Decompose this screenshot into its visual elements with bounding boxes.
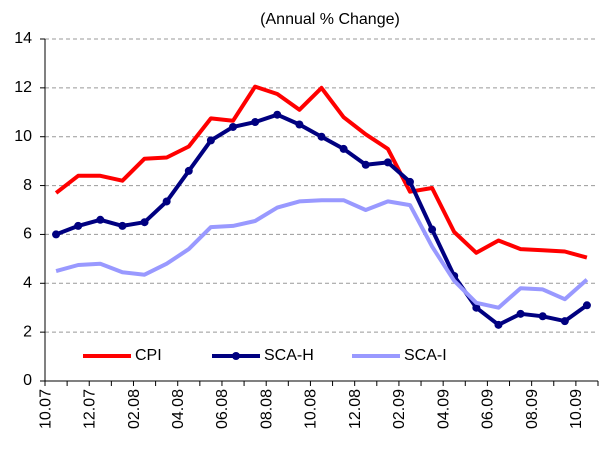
x-tick-label: 02.08: [126, 389, 143, 429]
series-line: [55, 112, 589, 327]
x-tick-label: 08.08: [258, 389, 275, 429]
series-marker: [339, 144, 348, 153]
series-marker: [582, 301, 591, 310]
series-marker: [140, 218, 149, 227]
x-tick-label: 12.08: [347, 389, 364, 429]
y-tick-label: 4: [23, 275, 32, 292]
series-marker: [229, 122, 238, 131]
y-tick-label: 8: [23, 177, 32, 194]
series-line: [54, 84, 588, 260]
series-marker: [538, 312, 547, 321]
series-marker: [361, 160, 370, 169]
series-marker: [472, 303, 481, 312]
y-tick-label: 0: [23, 372, 32, 389]
series-marker: [118, 221, 127, 230]
series-marker: [162, 197, 171, 206]
y-tick-label: 12: [14, 79, 32, 96]
series-marker: [96, 215, 105, 224]
y-tick-label: 14: [14, 30, 32, 47]
series-marker: [317, 132, 326, 141]
legend-marker: [232, 352, 240, 360]
series-marker: [206, 136, 215, 145]
series-marker: [52, 230, 61, 239]
legend-label: SCA-I: [404, 347, 447, 364]
x-tick-label: 04.08: [170, 389, 187, 429]
series-marker: [74, 221, 83, 230]
x-tick-label: 12.07: [82, 389, 99, 429]
series-marker: [494, 320, 503, 329]
series-marker: [295, 120, 304, 129]
x-tick-label: 04.09: [435, 389, 452, 429]
x-tick-label: 02.09: [391, 389, 408, 429]
y-tick-label: 2: [23, 323, 32, 340]
series-marker: [405, 177, 414, 186]
x-tick-label: 10.07: [37, 389, 54, 429]
series-line: [55, 198, 589, 310]
chart-title: (Annual % Change): [260, 11, 400, 28]
series-marker: [273, 110, 282, 119]
legend-label: SCA-H: [264, 347, 314, 364]
series-marker: [516, 309, 525, 318]
series-marker: [184, 166, 193, 175]
x-tick-label: 08.09: [524, 389, 541, 429]
y-tick-label: 10: [14, 128, 32, 145]
x-tick-label: 10.08: [303, 389, 320, 429]
legend-label: CPI: [135, 347, 162, 364]
x-tick-label: 06.08: [214, 389, 231, 429]
series-marker: [560, 317, 569, 326]
x-tick-label: 06.09: [480, 389, 497, 429]
x-tick-label: 10.09: [568, 389, 585, 429]
series-marker: [251, 118, 260, 127]
y-tick-label: 6: [23, 226, 32, 243]
series-marker: [428, 225, 437, 234]
series-marker: [383, 158, 392, 167]
